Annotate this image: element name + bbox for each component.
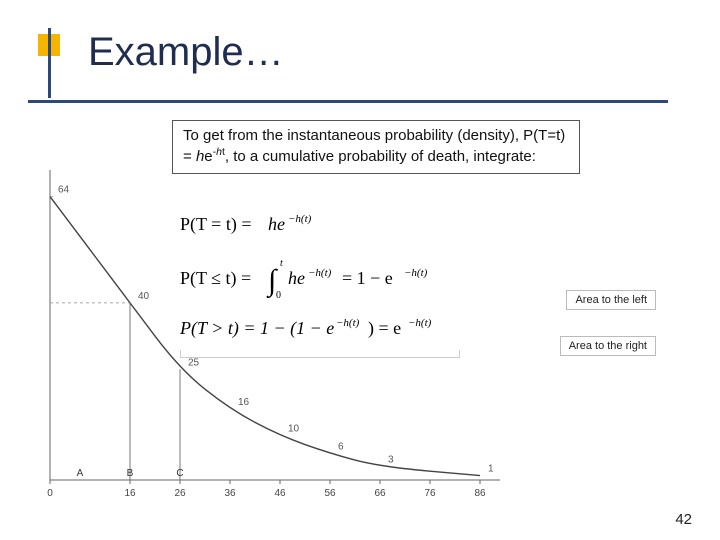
svg-text:10: 10 xyxy=(288,424,300,435)
formula-3-sup2: −h(t) xyxy=(408,317,432,329)
svg-text:C: C xyxy=(176,468,183,479)
formula-2-lower: 0 xyxy=(276,290,281,301)
formula-3-mid: ) = e xyxy=(368,318,401,339)
title-decoration xyxy=(28,28,76,98)
svg-text:36: 36 xyxy=(224,488,236,499)
formula-2-body: he xyxy=(288,268,305,288)
slide-title: Example… xyxy=(88,30,284,75)
formula-2-eq: = 1 − e xyxy=(342,268,393,288)
textbox-text-2: , to a cumulative probability of death, … xyxy=(225,148,536,165)
formula-3-sup1: −h(t) xyxy=(336,317,360,329)
formula-block: P(T = t) = he −h(t) P(T ≤ t) = ∫ t 0 he … xyxy=(180,206,480,376)
svg-text:B: B xyxy=(127,468,134,479)
svg-text:26: 26 xyxy=(174,488,186,499)
svg-text:16: 16 xyxy=(124,488,136,499)
svg-text:1: 1 xyxy=(488,464,494,475)
formula-2-body-sup: −h(t) xyxy=(308,267,332,279)
svg-text:3: 3 xyxy=(388,455,394,466)
page-number: 42 xyxy=(675,511,692,528)
formula-2-lhs: P(T ≤ t) = xyxy=(180,268,251,289)
svg-text:40: 40 xyxy=(138,291,150,302)
svg-text:86: 86 xyxy=(474,488,486,499)
svg-text:A: A xyxy=(77,468,84,479)
formula-1-lhs: P(T = t) = xyxy=(180,214,251,235)
svg-text:46: 46 xyxy=(274,488,286,499)
svg-text:76: 76 xyxy=(424,488,436,499)
svg-text:6: 6 xyxy=(338,441,344,452)
formula-1-rhs: he xyxy=(268,214,285,234)
svg-text:0: 0 xyxy=(47,488,53,499)
formula-2-upper: t xyxy=(280,258,283,269)
formula-3-lhs: P(T > t) = 1 − (1 − e xyxy=(180,318,334,339)
textbox-e: e xyxy=(204,148,212,165)
title-vertical-line xyxy=(48,28,51,98)
svg-text:56: 56 xyxy=(324,488,336,499)
title-underline xyxy=(28,100,668,103)
area-right-label: Area to the right xyxy=(560,336,656,356)
formula-1-sup: −h(t) xyxy=(288,213,312,225)
explanation-textbox: To get from the instantaneous probabilit… xyxy=(172,120,580,174)
formula-2-eq-sup: −h(t) xyxy=(404,267,428,279)
svg-text:16: 16 xyxy=(238,397,250,408)
svg-text:64: 64 xyxy=(58,185,70,196)
formula-svg: P(T = t) = he −h(t) P(T ≤ t) = ∫ t 0 he … xyxy=(180,206,480,376)
svg-text:66: 66 xyxy=(374,488,386,499)
area-left-label: Area to the left xyxy=(566,290,656,310)
